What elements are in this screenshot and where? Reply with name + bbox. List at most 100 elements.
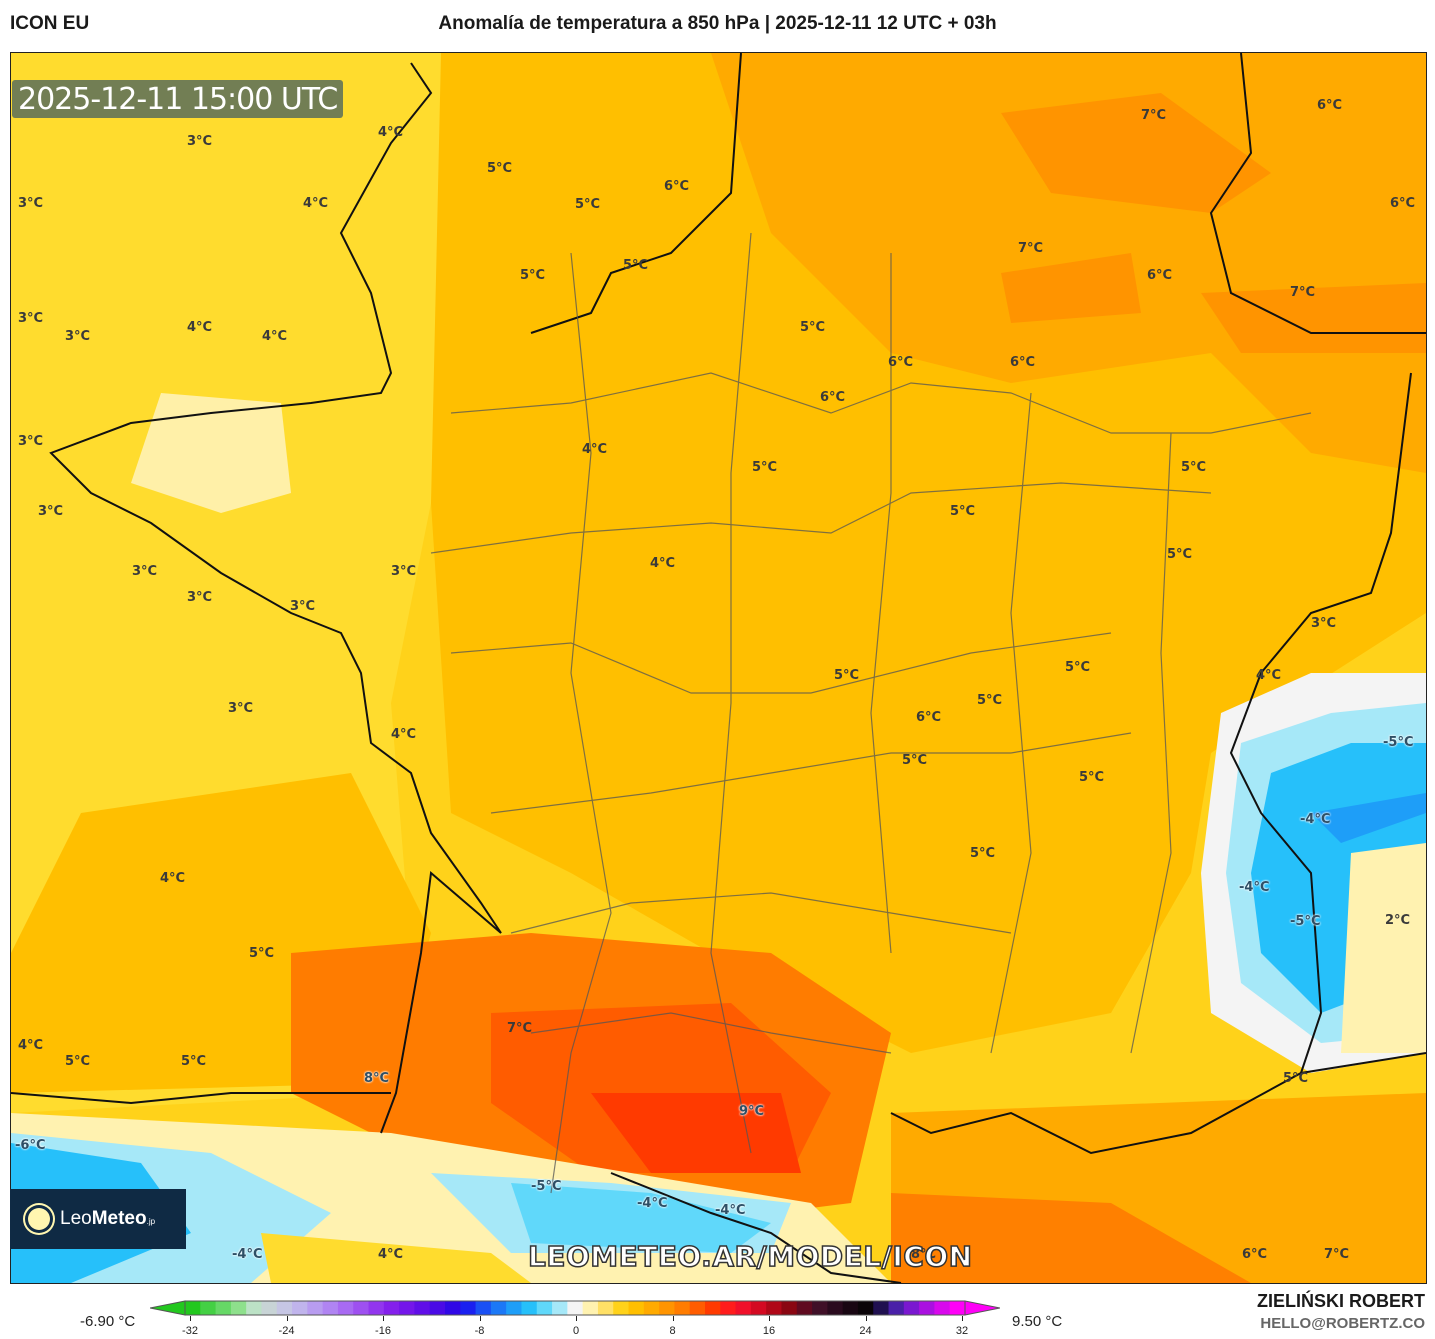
contour-label: 5°C — [752, 460, 778, 475]
contour-label: 5°C — [834, 668, 860, 683]
sun-icon — [28, 1208, 50, 1230]
contour-label: 5°C — [970, 846, 996, 861]
contour-label: 4°C — [650, 556, 676, 571]
colorbar-ticks: -32 -24 -16 -8 0 8 16 24 32 — [150, 1316, 1000, 1338]
contour-label: 3°C — [187, 590, 213, 605]
contour-label: 4°C — [1256, 668, 1282, 683]
contour-label: 4°C — [378, 1247, 404, 1262]
colorbar-max-value: 9.50 °C — [1012, 1313, 1063, 1330]
colorbar-tick-label: 8 — [669, 1325, 676, 1337]
contour-label: 9°C — [739, 1104, 765, 1119]
contour-label: 8°C — [364, 1071, 390, 1086]
contour-label: -5°C — [531, 1179, 562, 1194]
temperature-anomaly-map[interactable]: 3°C 4°C 5°C 6°C 5°C 3°C 4°C 5°C 5°C 7°C 6°C 6°C 7°C 6… — [10, 52, 1427, 1284]
colorbar-tick — [769, 1316, 770, 1321]
colorbar-tick-label: -24 — [278, 1325, 295, 1337]
contour-label: 7°C — [507, 1021, 533, 1036]
contour-label: 5°C — [65, 1054, 91, 1069]
contour-label: 4°C — [160, 871, 186, 886]
colorbar-tick — [962, 1316, 963, 1321]
colorbar-tick-label: 24 — [859, 1325, 872, 1337]
contour-label: 4°C — [18, 1038, 44, 1053]
contour-label: -5°C — [1290, 914, 1321, 929]
contour-label: 5°C — [1181, 460, 1207, 475]
contour-label: 5°C — [575, 197, 601, 212]
contour-label: 3°C — [18, 311, 44, 326]
colorbar-tick-label: -16 — [375, 1325, 391, 1337]
contour-label: -6°C — [15, 1138, 46, 1153]
contour-label: 5°C — [1079, 770, 1105, 785]
chart-title-text: Anomalía de temperatura a 850 hPa | 2025… — [438, 13, 997, 34]
valid-time-badge: 2025-12-11 15:00 UTC — [12, 80, 344, 118]
contour-label: 5°C — [950, 504, 976, 519]
colorbar-tick-label: -32 — [182, 1325, 198, 1337]
contour-label: 8°C — [911, 1247, 937, 1262]
model-name: ICON EU — [10, 13, 90, 34]
contour-label: 4°C — [262, 329, 288, 344]
colorbar-tick — [190, 1316, 191, 1321]
contour-label: 3°C — [228, 701, 254, 716]
contour-label: 6°C — [888, 355, 914, 370]
contour-label: 4°C — [378, 125, 404, 140]
contour-label: 5°C — [623, 258, 649, 273]
contour-label: -4°C — [1300, 812, 1331, 827]
contour-label: 7°C — [1324, 1247, 1350, 1262]
contour-label: 3°C — [1311, 616, 1337, 631]
contour-label: 6°C — [916, 710, 942, 725]
contour-label: 5°C — [800, 320, 826, 335]
contour-label: 3°C — [290, 599, 316, 614]
logo-text: LeoMeteo.jp — [60, 1208, 156, 1229]
contour-label: 2°C — [1385, 913, 1411, 928]
colorbar — [150, 1300, 1000, 1316]
colorbar-tick — [479, 1316, 481, 1321]
contour-label: -4°C — [1239, 880, 1270, 895]
contour-label: 7°C — [1141, 108, 1167, 123]
colorbar-tick-label: -8 — [474, 1325, 485, 1337]
contour-label: 6°C — [1242, 1247, 1268, 1262]
colorbar-tick-label: 32 — [955, 1325, 969, 1337]
contour-label: 5°C — [1167, 547, 1193, 562]
leometeo-logo[interactable]: LeoMeteo.jp — [10, 1189, 186, 1249]
contour-label: 5°C — [902, 753, 928, 768]
contour-label: 5°C — [181, 1054, 207, 1069]
contour-label: 5°C — [487, 161, 513, 176]
contour-label: 6°C — [1390, 196, 1416, 211]
contour-label: 3°C — [132, 564, 158, 579]
contour-label: -5°C — [1383, 735, 1414, 750]
colorbar-tick — [383, 1316, 384, 1321]
contour-label: 3°C — [187, 134, 213, 149]
contour-label: 6°C — [1317, 98, 1343, 113]
contour-label: 5°C — [249, 946, 275, 961]
contour-label: 5°C — [977, 693, 1003, 708]
author-email[interactable]: HELLO@ROBERTZ.CO — [1260, 1315, 1425, 1332]
map-fill-layer — [11, 53, 1426, 1283]
contour-label: 6°C — [664, 179, 690, 194]
contour-label: 6°C — [1147, 268, 1173, 283]
colorbar-tick — [286, 1316, 288, 1321]
contour-label: 6°C — [820, 390, 846, 405]
contour-label: 7°C — [1018, 241, 1044, 256]
contour-label: -4°C — [637, 1196, 668, 1211]
contour-label: 4°C — [391, 727, 417, 742]
contour-label: 5°C — [1283, 1071, 1309, 1086]
colorbar-tick-label: 16 — [762, 1325, 776, 1337]
contour-label: 6°C — [1010, 355, 1036, 370]
contour-label: 3°C — [18, 196, 44, 211]
contour-label: 5°C — [520, 268, 546, 283]
colorbar-tick — [672, 1316, 674, 1321]
contour-label: 3°C — [65, 329, 91, 344]
contour-label: -4°C — [715, 1203, 746, 1218]
contour-label: 4°C — [303, 196, 329, 211]
contour-label: 5°C — [1065, 660, 1091, 675]
colorbar-tick-label: 0 — [572, 1325, 580, 1337]
contour-label: 3°C — [18, 434, 44, 449]
colorbar-tick — [865, 1316, 867, 1321]
chart-title: Anomalía de temperatura a 850 hPa | 2025… — [0, 13, 1435, 35]
contour-label: 3°C — [391, 564, 417, 579]
colorbar-tick — [576, 1316, 577, 1321]
source-url-watermark: LEOMETEO.AR/MODEL/ICON — [527, 1239, 973, 1274]
contour-label: 4°C — [582, 442, 608, 457]
contour-label: 7°C — [1290, 285, 1316, 300]
colorbar-min-value: -6.90 °C — [80, 1313, 136, 1330]
author-name: ZIELIŃSKI ROBERT — [1256, 1291, 1425, 1311]
